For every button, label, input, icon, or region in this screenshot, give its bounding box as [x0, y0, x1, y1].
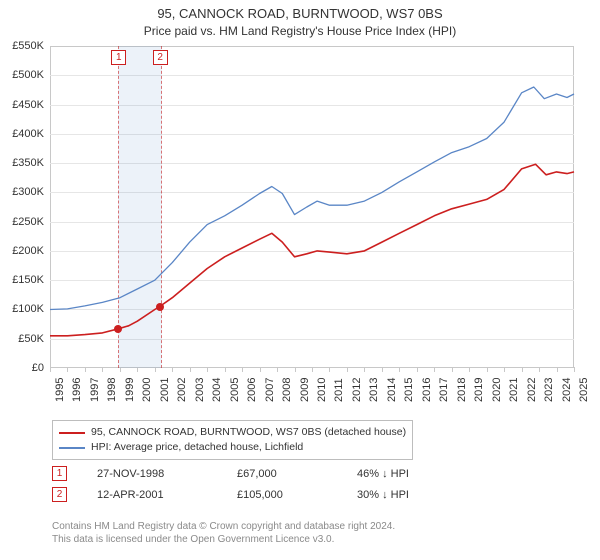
x-tick-label: 2016	[421, 378, 433, 402]
x-tick-label: 2006	[246, 378, 258, 402]
price-chart: £0£50K£100K£150K£200K£250K£300K£350K£400…	[50, 46, 574, 368]
x-tick-label: 2004	[211, 378, 223, 402]
page-subtitle: Price paid vs. HM Land Registry's House …	[0, 24, 600, 38]
legend-swatch	[59, 447, 85, 449]
series-price_paid	[50, 164, 574, 335]
footnote-delta: 30% ↓ HPI	[357, 489, 447, 501]
x-tick-label: 1998	[106, 378, 118, 402]
x-tick-label: 2007	[264, 378, 276, 402]
legend-item: 95, CANNOCK ROAD, BURNTWOOD, WS7 0BS (de…	[59, 425, 406, 440]
x-tick-label: 2021	[508, 378, 520, 402]
footnote-delta: 46% ↓ HPI	[357, 468, 447, 480]
y-tick-label: £400K	[2, 128, 44, 140]
x-tick-label: 2024	[561, 378, 573, 402]
chart-marker-2: 2	[153, 50, 168, 65]
y-tick-label: £100K	[2, 303, 44, 315]
y-tick-label: £200K	[2, 245, 44, 257]
footnote-row: 2 12-APR-2001 £105,000 30% ↓ HPI	[52, 487, 447, 502]
y-tick-label: £0	[2, 362, 44, 374]
footnote-date: 27-NOV-1998	[97, 468, 207, 480]
chart-marker-1: 1	[111, 50, 126, 65]
copyright-notice: Contains HM Land Registry data © Crown c…	[52, 520, 395, 546]
legend-item: HPI: Average price, detached house, Lich…	[59, 440, 406, 455]
x-tick-label: 2018	[456, 378, 468, 402]
x-tick-label: 1996	[71, 378, 83, 402]
x-tick-label: 2023	[543, 378, 555, 402]
legend-label: HPI: Average price, detached house, Lich…	[91, 440, 303, 455]
footnote-date: 12-APR-2001	[97, 489, 207, 501]
transaction-point-1	[114, 325, 122, 333]
x-tick-label: 2012	[351, 378, 363, 402]
x-tick-label: 2010	[316, 378, 328, 402]
x-tick-label: 1997	[89, 378, 101, 402]
x-tick-label: 1999	[124, 378, 136, 402]
x-tick-label: 2002	[176, 378, 188, 402]
copyright-line-2: This data is licensed under the Open Gov…	[52, 533, 395, 546]
y-tick-label: £150K	[2, 274, 44, 286]
footnote-price: £105,000	[237, 489, 327, 501]
x-tick-label: 2011	[333, 378, 345, 402]
x-tick-label: 1995	[54, 378, 66, 402]
x-tick-label: 2014	[386, 378, 398, 402]
y-tick-label: £550K	[2, 40, 44, 52]
transaction-footnotes: 1 27-NOV-1998 £67,000 46% ↓ HPI 2 12-APR-2001…	[52, 466, 447, 508]
x-tick-label: 2001	[159, 378, 171, 402]
footnote-row: 1 27-NOV-1998 £67,000 46% ↓ HPI	[52, 466, 447, 481]
legend-swatch	[59, 432, 85, 434]
x-tick-label: 2003	[194, 378, 206, 402]
x-tick-label: 2000	[141, 378, 153, 402]
y-tick-label: £300K	[2, 186, 44, 198]
footnote-marker-1: 1	[52, 466, 67, 481]
legend-label: 95, CANNOCK ROAD, BURNTWOOD, WS7 0BS (de…	[91, 425, 406, 440]
footnote-price: £67,000	[237, 468, 327, 480]
transaction-point-2	[156, 303, 164, 311]
x-tick-label: 2019	[473, 378, 485, 402]
copyright-line-1: Contains HM Land Registry data © Crown c…	[52, 520, 395, 533]
series-lines	[50, 46, 574, 368]
x-tick-label: 2025	[578, 378, 590, 402]
y-tick-label: £350K	[2, 157, 44, 169]
x-tick-label: 2008	[281, 378, 293, 402]
y-tick-label: £500K	[2, 69, 44, 81]
page-title: 95, CANNOCK ROAD, BURNTWOOD, WS7 0BS	[0, 6, 600, 21]
x-tick-label: 2022	[526, 378, 538, 402]
x-tick-label: 2020	[491, 378, 503, 402]
x-tick-label: 2009	[299, 378, 311, 402]
x-tick-label: 2015	[403, 378, 415, 402]
footnote-marker-2: 2	[52, 487, 67, 502]
y-tick-label: £250K	[2, 216, 44, 228]
legend: 95, CANNOCK ROAD, BURNTWOOD, WS7 0BS (de…	[52, 420, 413, 460]
series-hpi	[50, 87, 574, 310]
y-tick-label: £450K	[2, 99, 44, 111]
y-tick-label: £50K	[2, 333, 44, 345]
x-tick-label: 2013	[368, 378, 380, 402]
x-tick-label: 2017	[438, 378, 450, 402]
x-tick-label: 2005	[229, 378, 241, 402]
